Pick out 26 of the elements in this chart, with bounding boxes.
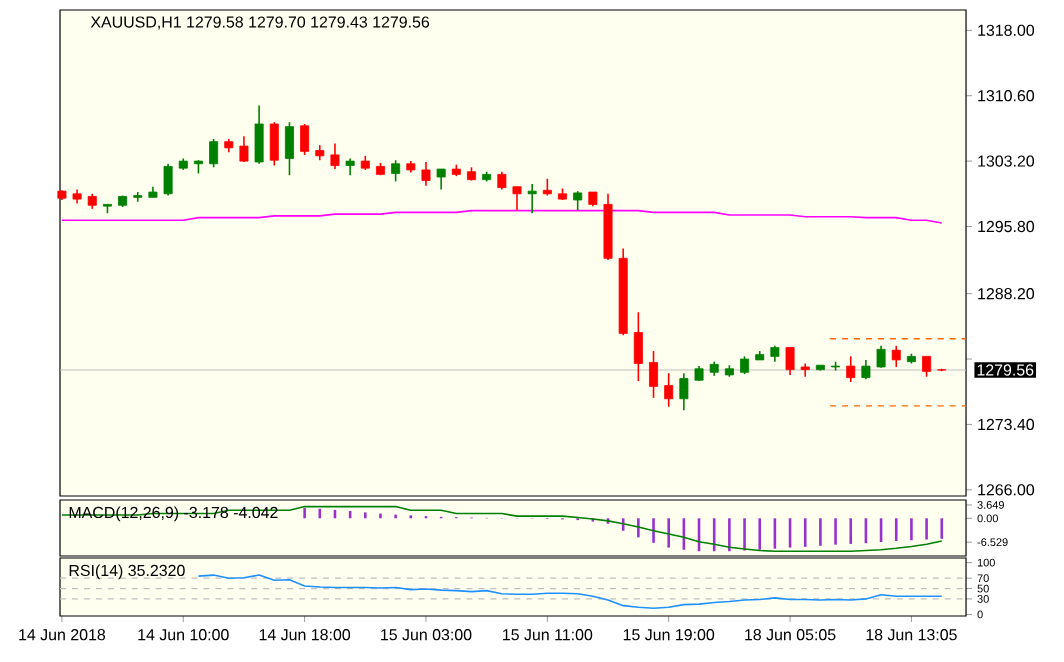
candlestick [785,346,795,376]
candlestick [436,168,446,191]
candlestick [284,121,294,177]
candlestick [239,135,249,163]
candlestick [391,159,401,183]
candlestick [573,190,583,212]
candlestick [876,344,886,369]
candlestick [209,138,219,169]
candlestick [269,121,279,167]
candlestick [163,162,173,197]
candlestick [800,362,810,378]
candlestick [133,191,143,203]
candlestick [254,104,264,165]
candlestick [664,372,674,408]
candlestick [330,142,340,170]
candlestick [891,344,901,368]
candlestick [922,355,932,378]
candlestick [527,183,537,215]
candlestick [512,185,522,212]
candlestick [633,311,643,382]
candlestick [421,161,431,187]
candlestick [649,350,659,399]
candlestick [846,355,856,383]
candlestick [861,359,871,381]
candlestick [300,123,310,156]
candlestick [679,372,689,412]
